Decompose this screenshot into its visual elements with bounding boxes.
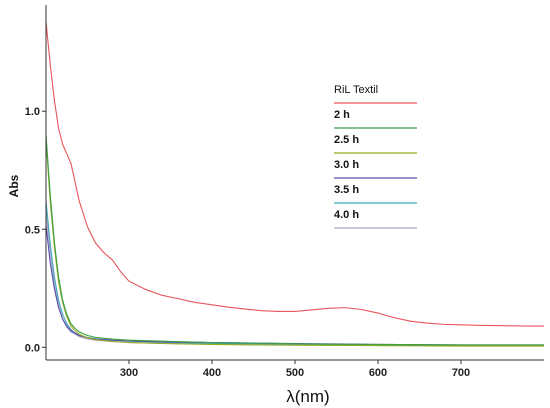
legend-label-4: 3.5 h — [334, 184, 359, 196]
legend-label-5: 4.0 h — [334, 209, 359, 221]
series-layer — [45, 21, 544, 347]
x-tick-label: 500 — [286, 367, 304, 379]
legend: RiL Textil 2 h 2.5 h 3.0 h 3.5 h 4.0 h — [334, 84, 417, 229]
y-tick-label: 0.0 — [25, 342, 40, 354]
x-tick-label: 300 — [120, 367, 138, 379]
y-tick-label: 1.0 — [25, 106, 40, 118]
y-tick-label: 0.5 — [25, 224, 40, 236]
x-tick-label: 400 — [203, 367, 221, 379]
x-axis-title: λ(nm) — [286, 387, 329, 406]
legend-label-2: 2.5 h — [334, 134, 359, 146]
x-tick-label: 700 — [452, 367, 470, 379]
ticks-layer: 300 400 500 600 700 0.0 0.5 1.0 — [25, 106, 470, 379]
series-line-1 — [45, 134, 544, 346]
series-line-0 — [45, 21, 544, 327]
legend-label-0: RiL Textil — [334, 84, 378, 96]
x-tick-label: 600 — [369, 367, 387, 379]
legend-label-3: 3.0 h — [334, 159, 359, 171]
legend-label-1: 2 h — [334, 109, 350, 121]
y-axis-title: Abs — [7, 174, 21, 197]
